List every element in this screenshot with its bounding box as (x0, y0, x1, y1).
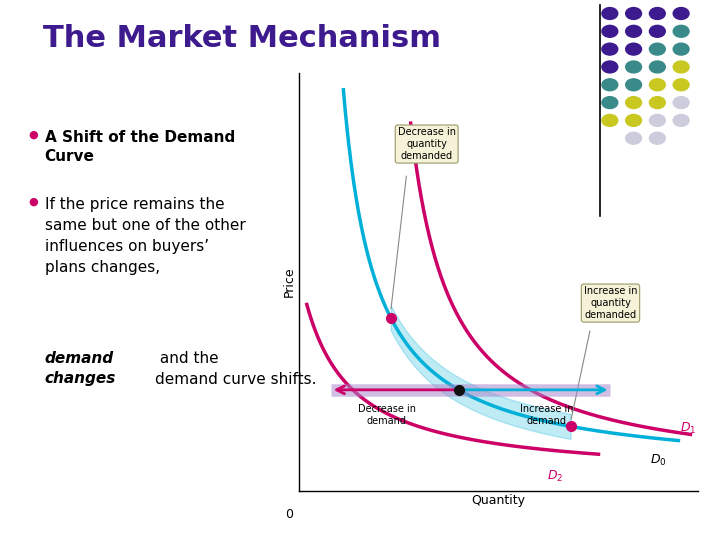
Text: Increase in
demand: Increase in demand (520, 404, 573, 426)
Text: and the
demand curve shifts.: and the demand curve shifts. (155, 351, 316, 387)
Text: demand
changes: demand changes (45, 351, 116, 386)
X-axis label: Quantity: Quantity (472, 494, 526, 507)
Text: $D_2$: $D_2$ (546, 469, 563, 484)
Text: 0: 0 (285, 508, 293, 521)
Text: Decrease in
demand: Decrease in demand (358, 404, 415, 426)
Text: ●: ● (29, 197, 39, 207)
Text: ●: ● (29, 130, 39, 140)
Text: A Shift of the Demand
Curve: A Shift of the Demand Curve (45, 130, 235, 164)
Text: Increase in
quantity
demanded: Increase in quantity demanded (584, 287, 637, 320)
Text: The Market Mechanism: The Market Mechanism (43, 24, 441, 53)
Text: $D_0$: $D_0$ (650, 453, 667, 468)
Text: $D_1$: $D_1$ (680, 421, 697, 436)
Y-axis label: Price: Price (283, 267, 296, 298)
Text: If the price remains the
same but one of the other
influences on buyers’
plans c: If the price remains the same but one of… (45, 197, 246, 275)
Text: Decrease in
quantity
demanded: Decrease in quantity demanded (397, 127, 456, 160)
